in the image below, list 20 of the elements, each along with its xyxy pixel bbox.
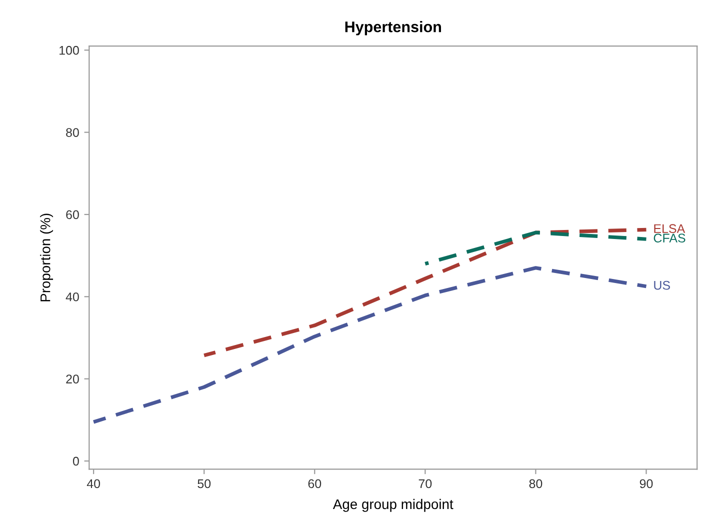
line-series xyxy=(202,228,648,358)
line-series xyxy=(92,266,648,424)
y-axis-title: Proportion (%) xyxy=(40,214,54,302)
series-label: CFAS xyxy=(654,234,686,242)
y-tick-label: 60 xyxy=(66,210,79,220)
x-tick-label: 90 xyxy=(640,479,653,488)
y-tick-label: 20 xyxy=(66,374,79,384)
y-tick-label: 80 xyxy=(66,128,79,137)
x-axis-title: Age group midpoint xyxy=(332,498,454,512)
chart-title: Hypertension xyxy=(345,21,441,36)
x-tick-label: 70 xyxy=(418,479,432,488)
y-tick-label: 40 xyxy=(66,292,79,302)
x-tick-label: 50 xyxy=(198,479,211,488)
series-label: ELSA xyxy=(654,224,686,234)
x-tick-label: 80 xyxy=(529,479,542,488)
x-tick-label: 40 xyxy=(86,479,100,488)
series-label: US xyxy=(654,280,670,290)
y-tick-label: 100 xyxy=(60,46,79,55)
y-tick-label: 0 xyxy=(72,456,79,466)
x-tick-label: 60 xyxy=(308,479,322,488)
